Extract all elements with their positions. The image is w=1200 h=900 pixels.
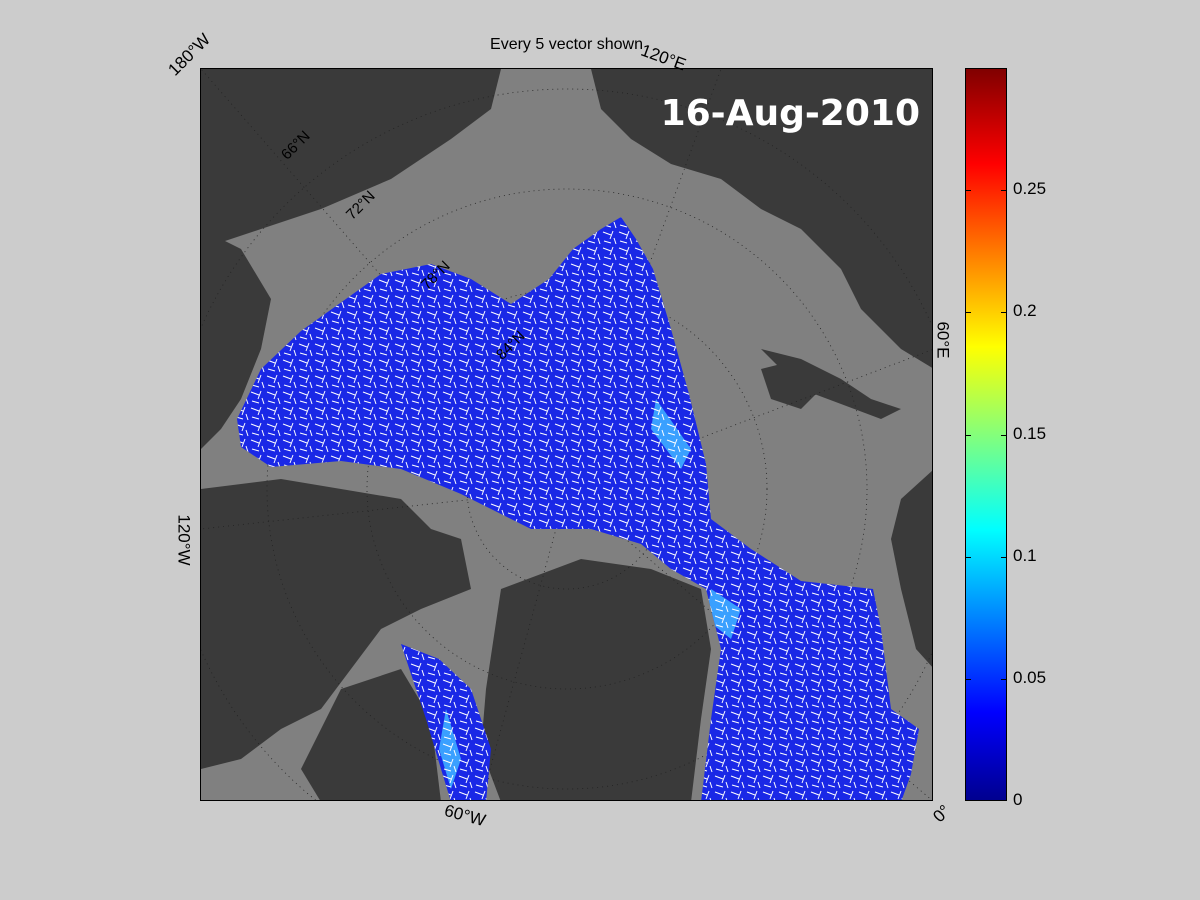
colorbar-tickmark bbox=[1001, 556, 1007, 558]
colorbar-tickmark bbox=[965, 556, 971, 558]
land-canada-north bbox=[201, 229, 271, 449]
colorbar-tick-label: 0.2 bbox=[1013, 301, 1037, 321]
colorbar-tickmark bbox=[965, 678, 971, 680]
colorbar-tick-label: 0 bbox=[1013, 790, 1023, 809]
colorbar-tick-label: 0.05 bbox=[1013, 667, 1047, 687]
land-novaya-zemlya bbox=[761, 349, 901, 419]
date-stamp: 16-Aug-2010 bbox=[660, 93, 920, 134]
land-baffin bbox=[301, 669, 441, 800]
colorbar-tickmark bbox=[1001, 190, 1007, 192]
colorbar-tick-label: 0.25 bbox=[1013, 179, 1047, 199]
colorbar-tickmark bbox=[1001, 312, 1007, 314]
lon-label-0: 0° bbox=[929, 801, 955, 827]
figure-title: Every 5 vector shown bbox=[490, 36, 643, 53]
land-scandinavia bbox=[891, 470, 932, 667]
lon-label-120w: 120°W bbox=[174, 514, 194, 566]
land-arctic-archipelago bbox=[201, 479, 471, 769]
land-masses bbox=[201, 69, 932, 800]
lon-label-60e: 60°E bbox=[933, 321, 953, 359]
land-siberia bbox=[591, 69, 932, 368]
colorbar-tick-label: 0.15 bbox=[1013, 423, 1047, 443]
land-greenland bbox=[481, 559, 711, 800]
colorbar-tickmark bbox=[965, 312, 971, 314]
polar-map: 16-Aug-2010 66°N 72°N 78°N 84°N bbox=[200, 68, 933, 801]
colorbar-tickmark bbox=[965, 434, 971, 436]
lon-label-60w: 60°W bbox=[442, 800, 488, 831]
colorbar bbox=[965, 68, 1007, 801]
colorbar-tickmark bbox=[965, 190, 971, 192]
colorbar-tickmark bbox=[1001, 434, 1007, 436]
land-alaska bbox=[201, 69, 501, 249]
colorbar-tick-label: 0.1 bbox=[1013, 545, 1037, 565]
colorbar-tickmark bbox=[1001, 678, 1007, 680]
map-canvas bbox=[201, 69, 932, 800]
